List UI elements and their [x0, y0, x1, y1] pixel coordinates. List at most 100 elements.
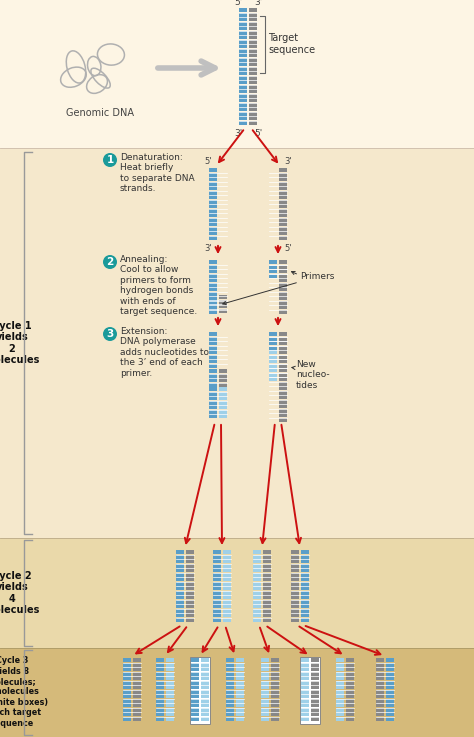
Bar [279, 227, 287, 231]
Bar [209, 392, 217, 396]
Bar [271, 658, 279, 663]
Bar [156, 677, 164, 680]
Bar [219, 369, 227, 373]
Bar [279, 377, 287, 381]
Bar [346, 703, 354, 708]
Bar [156, 694, 164, 698]
Bar [271, 667, 279, 671]
Bar [311, 699, 319, 703]
Bar [223, 609, 231, 612]
Bar [249, 62, 257, 66]
Bar [291, 613, 299, 618]
Bar [269, 368, 277, 372]
Bar [269, 350, 277, 354]
Bar [269, 354, 277, 359]
Bar [301, 694, 309, 698]
Bar [253, 581, 261, 586]
Bar [269, 332, 277, 336]
Bar [209, 260, 217, 265]
Bar [219, 405, 227, 409]
Bar [279, 279, 287, 282]
Bar [123, 671, 131, 676]
Bar [236, 712, 244, 716]
Bar [201, 708, 209, 712]
Bar [239, 27, 247, 30]
Bar [301, 671, 309, 676]
Bar [213, 613, 221, 618]
Bar [301, 595, 309, 599]
Bar [271, 690, 279, 694]
Bar [279, 236, 287, 240]
Bar [269, 273, 277, 278]
Bar [291, 581, 299, 586]
Bar [291, 604, 299, 608]
Bar [261, 717, 269, 721]
Bar [253, 591, 261, 595]
Bar [239, 49, 247, 53]
Bar [249, 49, 257, 53]
Bar [249, 22, 257, 26]
Bar [279, 186, 287, 190]
Bar [213, 564, 221, 567]
Bar [209, 231, 217, 235]
Bar [176, 595, 184, 599]
Bar [346, 699, 354, 703]
Bar [239, 62, 247, 66]
Bar [123, 708, 131, 712]
Bar [263, 591, 271, 595]
Text: New
nucleo-
tides: New nucleo- tides [296, 360, 329, 390]
Bar [123, 677, 131, 680]
Bar [263, 581, 271, 586]
Bar [166, 663, 174, 667]
Bar [279, 231, 287, 235]
Bar [209, 374, 217, 378]
Bar [271, 703, 279, 708]
Bar [213, 586, 221, 590]
Bar [236, 667, 244, 671]
Bar [133, 671, 141, 676]
Bar [186, 559, 194, 563]
Bar [263, 564, 271, 567]
Bar [279, 273, 287, 278]
Bar [386, 690, 394, 694]
Bar [239, 71, 247, 75]
Bar [301, 604, 309, 608]
Bar [223, 600, 231, 604]
Bar [201, 677, 209, 680]
Bar [191, 703, 199, 708]
Bar [236, 703, 244, 708]
Bar [133, 685, 141, 689]
Bar [386, 712, 394, 716]
Bar [219, 378, 227, 383]
Bar [209, 332, 217, 336]
Bar [279, 359, 287, 363]
Bar [271, 717, 279, 721]
Bar [209, 414, 217, 419]
Bar [219, 300, 227, 304]
Bar [219, 392, 227, 396]
Bar [213, 581, 221, 586]
Bar [279, 354, 287, 359]
Bar [249, 44, 257, 48]
Bar [191, 671, 199, 676]
Bar [301, 573, 309, 577]
Bar [186, 573, 194, 577]
Bar [376, 694, 384, 698]
Bar [236, 690, 244, 694]
Bar [123, 658, 131, 663]
Bar [223, 568, 231, 572]
Bar [201, 667, 209, 671]
Bar [271, 681, 279, 685]
Bar [263, 551, 271, 554]
Bar [253, 577, 261, 581]
Bar [176, 568, 184, 572]
Bar [301, 663, 309, 667]
Bar [279, 382, 287, 385]
Bar [213, 618, 221, 622]
Bar [311, 663, 319, 667]
Bar [279, 364, 287, 368]
Bar [279, 200, 287, 203]
Bar [156, 663, 164, 667]
Bar [123, 717, 131, 721]
Bar [156, 699, 164, 703]
